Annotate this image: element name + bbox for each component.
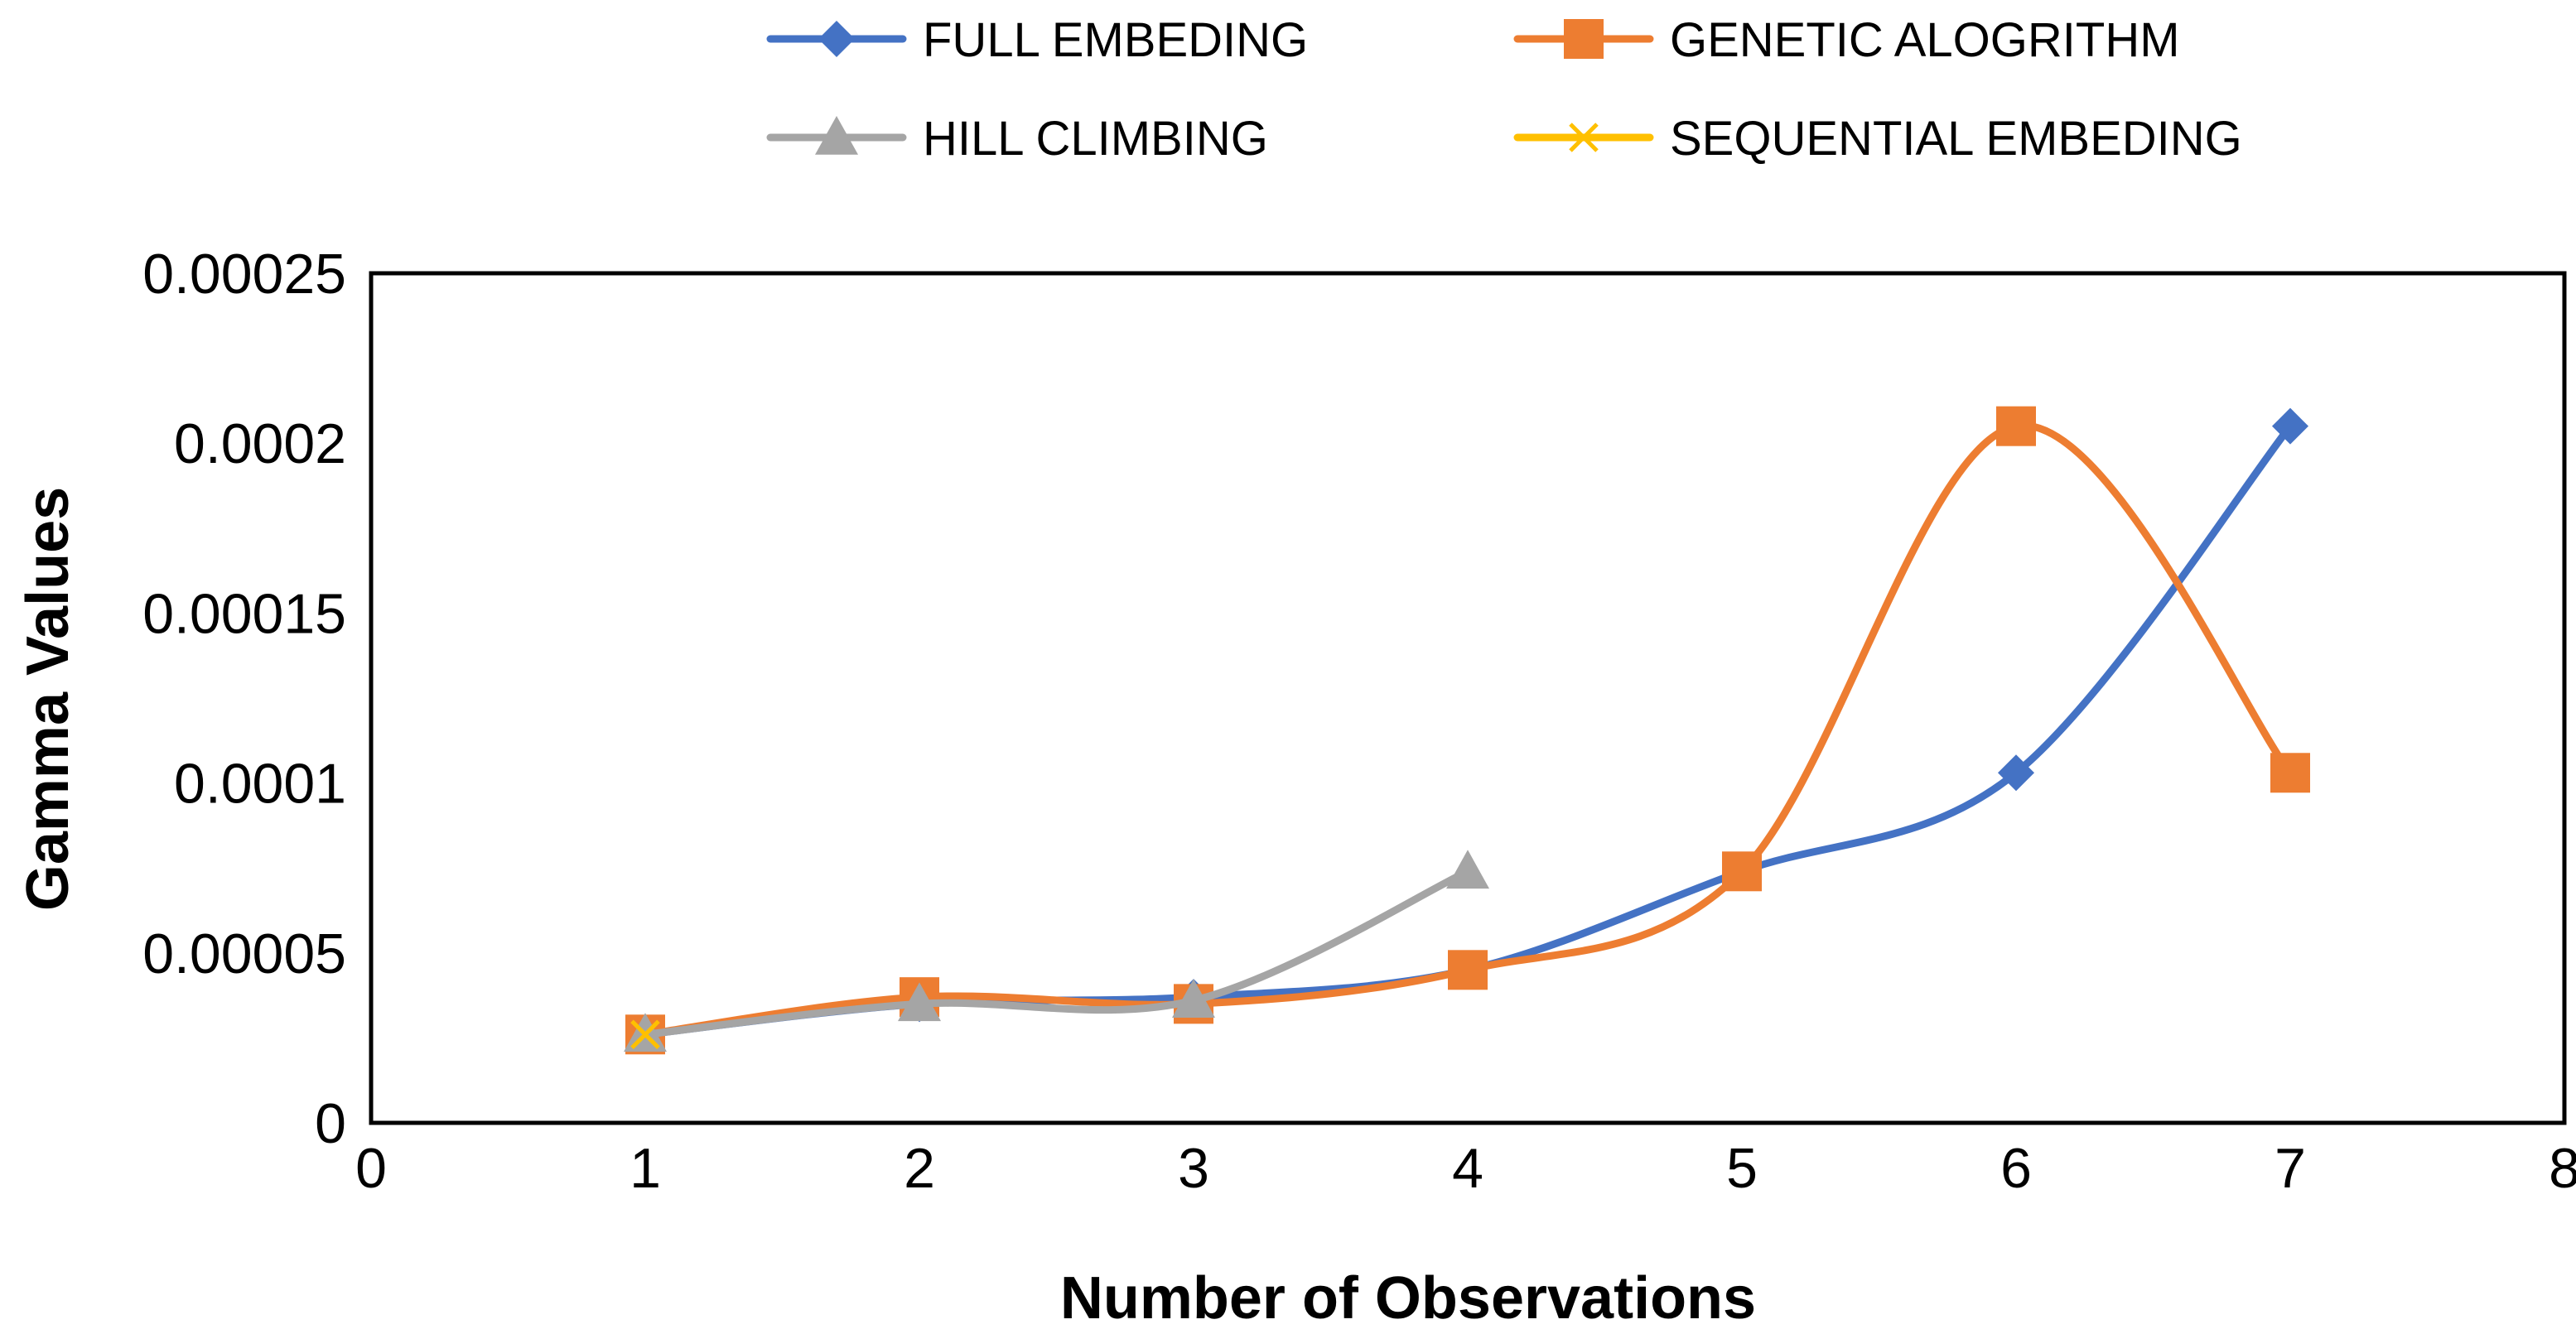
x-tick-label: 8 [2549, 1137, 2576, 1200]
data-point-hill-climbing [1446, 850, 1489, 889]
series-line-genetic-alogrithm [641, 421, 2294, 1038]
legend-item-hill-climbing: HILL CLIMBING [766, 112, 1268, 166]
legend-label-genetic-alogrithm: GENETIC ALOGRITHM [1670, 13, 2180, 67]
legend-marker-genetic-alogrithm [1564, 19, 1604, 59]
data-point-hill-climbing [898, 982, 941, 1022]
legend-marker-hill-climbing [815, 116, 858, 155]
legend-item-sequential-embeding: SEQUENTIAL EMBEDING [1513, 112, 2242, 166]
x-tick-label: 6 [2000, 1137, 2032, 1200]
y-axis-title: Gamma Values [15, 487, 81, 911]
x-axis-title: Number of Observations [1060, 1265, 1756, 1332]
legend-item-genetic-alogrithm: GENETIC ALOGRITHM [1513, 13, 2180, 67]
x-tick-label: 5 [1726, 1137, 1758, 1200]
legend: FULL EMBEDING GENETIC ALOGRITHM HILL CLIMB… [766, 13, 2242, 166]
data-point-hill-climbing [1172, 979, 1215, 1019]
y-tick-label: 0 [315, 1092, 346, 1155]
data-point-full-embeding [2272, 407, 2308, 445]
series-sequential-embeding [630, 1019, 660, 1050]
axes: 0 1 2 3 4 5 6 7 8 0 0.00005 0.0001 0.00015 0.0002 0.00… [142, 243, 2576, 1200]
legend-item-full-embeding: FULL EMBEDING [766, 13, 1308, 67]
plot-area [624, 406, 2310, 1055]
legend-label-full-embeding: FULL EMBEDING [923, 13, 1308, 67]
y-tick-label: 0.00005 [142, 922, 346, 985]
data-point-genetic-alogrithm [1722, 851, 1762, 892]
data-point-sequential-embeding [630, 1019, 660, 1050]
x-tick-label: 4 [1452, 1137, 1483, 1200]
y-tick-label: 0.00025 [142, 243, 346, 306]
y-tick-label: 0.0002 [174, 412, 346, 475]
y-tick-label: 0.0001 [174, 753, 346, 816]
x-tick-label: 1 [630, 1137, 661, 1200]
legend-label-sequential-embeding: SEQUENTIAL EMBEDING [1670, 112, 2242, 166]
x-tick-label: 2 [904, 1137, 935, 1200]
data-point-genetic-alogrithm [2270, 753, 2310, 793]
plot-border [369, 271, 2567, 1125]
series-line-hill-climbing [641, 867, 1472, 1038]
x-tick-label: 7 [2275, 1137, 2306, 1200]
x-tick-label: 3 [1178, 1137, 1209, 1200]
data-point-genetic-alogrithm [1448, 950, 1488, 990]
legend-marker-sequential-embeding [1569, 123, 1599, 152]
data-point-full-embeding [1998, 754, 2034, 792]
legend-marker-full-embeding [818, 21, 855, 57]
data-point-genetic-alogrithm [1996, 406, 2036, 446]
x-tick-label: 0 [355, 1137, 387, 1200]
legend-label-hill-climbing: HILL CLIMBING [923, 112, 1268, 166]
y-tick-label: 0.00015 [142, 582, 346, 645]
